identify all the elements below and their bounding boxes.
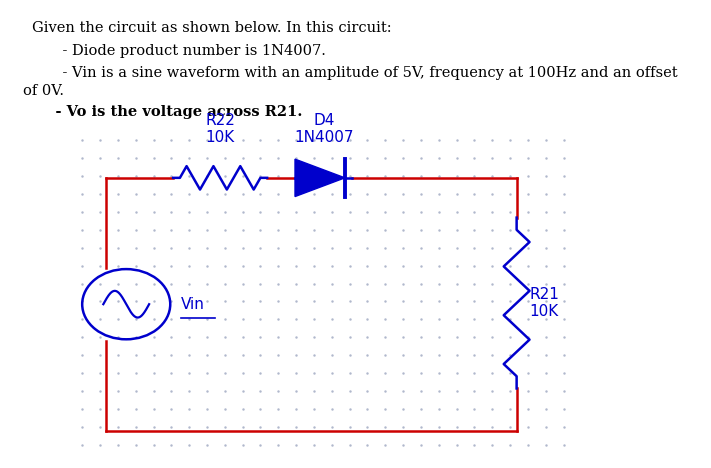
Text: R21
10K: R21 10K [530, 287, 560, 319]
Text: - Vo is the voltage across R21.: - Vo is the voltage across R21. [36, 105, 303, 119]
Text: R22
10K: R22 10K [205, 113, 235, 145]
Text: of 0V.: of 0V. [23, 84, 65, 98]
Text: Vin: Vin [181, 297, 205, 312]
Polygon shape [295, 159, 345, 197]
Text: - Diode product number is 1N4007.: - Diode product number is 1N4007. [44, 44, 326, 58]
Text: Given the circuit as shown below. In this circuit:: Given the circuit as shown below. In thi… [32, 21, 392, 35]
Text: D4
1N4007: D4 1N4007 [294, 113, 354, 145]
Text: - Vin is a sine waveform with an amplitude of 5V, frequency at 100Hz and an offs: - Vin is a sine waveform with an amplitu… [44, 66, 678, 80]
